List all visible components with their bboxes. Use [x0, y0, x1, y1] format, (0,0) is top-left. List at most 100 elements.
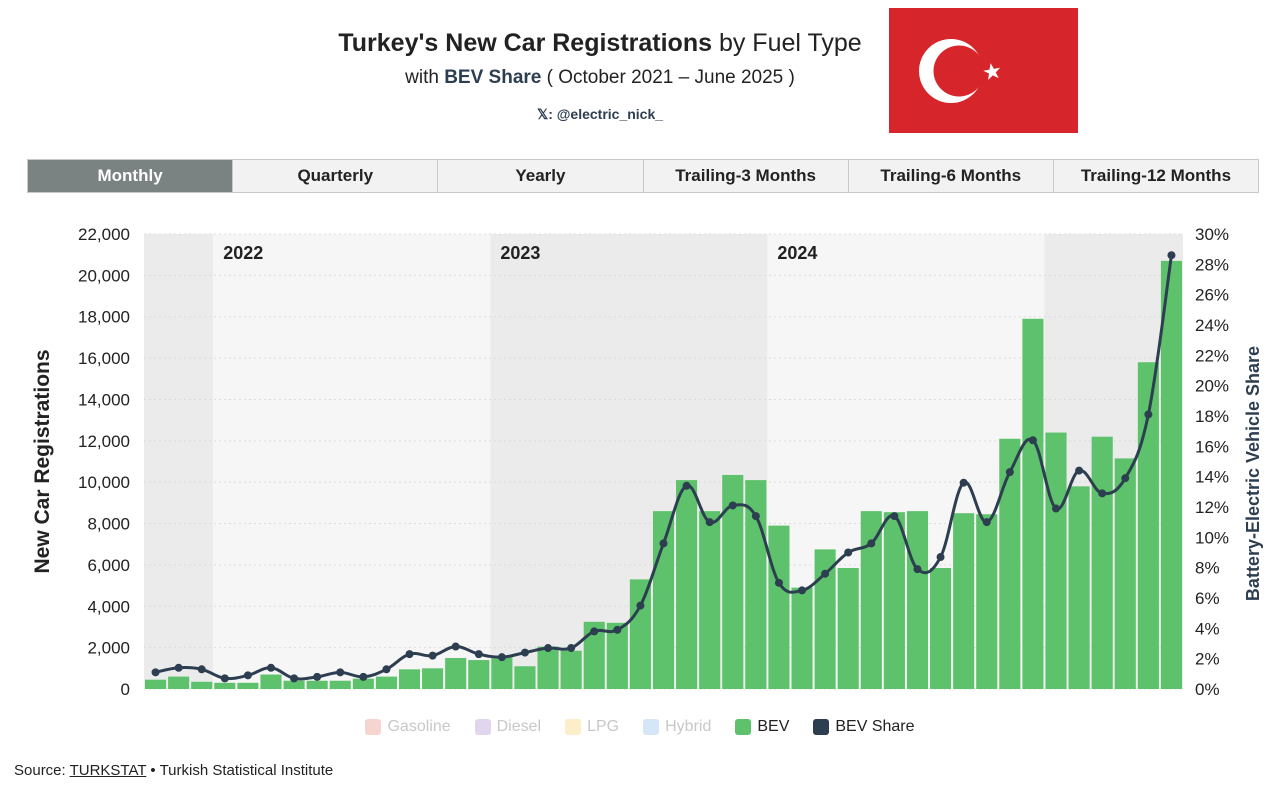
bev-share-point: [636, 601, 645, 610]
y-tick-label: 4,000: [87, 597, 130, 616]
bar-bev: [583, 621, 605, 689]
bev-share-point: [1028, 436, 1037, 445]
bar-bev: [560, 650, 582, 689]
legend-swatch: [813, 719, 830, 735]
y2-tick-label: 26%: [1195, 286, 1229, 305]
bar-bev: [375, 676, 397, 689]
chart-subtitle: with BEV Share ( October 2021 – June 202…: [200, 64, 1000, 92]
bar-bev: [491, 656, 513, 689]
bev-share-point: [1052, 504, 1061, 513]
x-logo-icon: 𝕏: [536, 106, 549, 122]
legend-swatch: [643, 719, 660, 735]
y-tick-label: 14,000: [78, 390, 130, 409]
bar-bev: [606, 622, 628, 689]
bev-share-point: [959, 478, 968, 487]
legend-item-lpg[interactable]: LPG: [565, 718, 619, 736]
legend-item-diesel[interactable]: Diesel: [474, 718, 542, 736]
year-band: [767, 234, 1045, 689]
bev-share-point: [220, 674, 229, 683]
bar-bev: [814, 549, 836, 689]
year-label: 2024: [777, 243, 817, 263]
chart-area: 2022 2023 2024 0 2,000 4,000 6,000 8,000 10,000 1…: [31, 225, 1263, 699]
y-tick-label: 0: [121, 680, 130, 699]
bev-share-point: [1167, 251, 1176, 260]
y-tick-label: 6,000: [87, 556, 130, 575]
chart-title: Turkey's New Car Registrations by Fuel T…: [200, 26, 1000, 60]
y-tick-label: 20,000: [78, 266, 130, 285]
bar-bev: [1068, 486, 1090, 689]
author-handle[interactable]: 𝕏: @electric_nick_: [200, 106, 1000, 123]
bev-share-point: [982, 518, 991, 527]
bar-bev: [214, 682, 236, 689]
y-tick-label: 22,000: [78, 225, 130, 244]
bev-share-point: [451, 642, 460, 651]
bev-share-point: [336, 668, 345, 677]
year-label: 2023: [500, 243, 540, 263]
bev-share-point: [290, 674, 299, 683]
legend-label: Hybrid: [665, 718, 712, 735]
bar-bev: [676, 480, 698, 689]
bar-bev: [1045, 432, 1067, 689]
y2-tick-label: 22%: [1195, 346, 1229, 365]
bev-share-point: [359, 672, 368, 681]
legend-swatch: [735, 719, 752, 735]
bev-share-point: [1121, 474, 1130, 483]
legend-item-hybrid[interactable]: Hybrid: [643, 718, 711, 736]
bar-bev: [837, 568, 859, 689]
bev-share-point: [1144, 410, 1153, 419]
legend-item-gasoline[interactable]: Gasoline: [365, 718, 451, 736]
bar-bev: [745, 480, 767, 689]
title-block: Turkey's New Car Registrations by Fuel T…: [200, 26, 1000, 123]
bar-bev: [422, 668, 444, 689]
bar-bev: [1114, 458, 1136, 689]
tab-quarterly[interactable]: Quarterly: [233, 160, 439, 192]
y-tick-label: 18,000: [78, 308, 130, 327]
subtitle-rest: ( October 2021 – June 2025 ): [541, 67, 795, 88]
legend-item-bev-share[interactable]: BEV Share: [813, 718, 915, 736]
bev-share-point: [913, 565, 922, 574]
bev-share-point: [497, 653, 506, 662]
bar-bev: [352, 678, 374, 689]
bev-share-point: [705, 518, 714, 527]
y2-tick-label: 10%: [1195, 528, 1229, 547]
bar-bev: [953, 513, 975, 689]
bev-share-point: [382, 665, 391, 674]
flag-emblem-icon: [919, 39, 1001, 103]
source-link[interactable]: TURKSTAT: [69, 762, 147, 779]
bev-share-point: [520, 648, 529, 657]
bar-bev: [168, 676, 190, 689]
legend: Gasoline Diesel LPG Hybrid BEV BEV Share: [0, 718, 1280, 736]
title-rest: by Fuel Type: [712, 29, 862, 57]
legend-swatch: [474, 719, 491, 735]
legend-label: Diesel: [496, 718, 542, 735]
y2-tick-label: 8%: [1195, 559, 1220, 578]
bev-share-point: [567, 644, 576, 653]
bar-bev: [860, 511, 882, 689]
bev-share-point: [659, 539, 668, 548]
tab-trailing-12-months[interactable]: Trailing-12 Months: [1053, 160, 1259, 192]
bev-share-point: [428, 651, 437, 660]
bar-bev: [906, 511, 929, 689]
y-tick-label: 10,000: [78, 473, 130, 492]
year-band: [490, 234, 768, 689]
bev-share-point: [1005, 468, 1014, 477]
bar-bev: [237, 682, 259, 689]
bar-bev: [468, 660, 490, 689]
bev-share-point: [243, 671, 252, 680]
source-prefix: Source:: [14, 762, 70, 779]
y-tick-label: 12,000: [78, 432, 130, 451]
tab-monthly[interactable]: Monthly: [28, 160, 234, 192]
handle-text: : @electric_nick_: [548, 106, 664, 122]
year-band: [1044, 234, 1183, 689]
bar-bev: [1160, 260, 1182, 689]
tab-yearly[interactable]: Yearly: [438, 160, 644, 192]
tab-trailing-6-months[interactable]: Trailing-6 Months: [848, 160, 1054, 192]
bev-share-line: [155, 255, 1173, 681]
legend-item-bev[interactable]: BEV: [735, 718, 789, 736]
bev-share-point: [890, 512, 899, 521]
bev-share-point: [844, 548, 853, 557]
tab-trailing-3-months[interactable]: Trailing-3 Months: [643, 160, 849, 192]
bar-bev: [398, 669, 421, 689]
legend-swatch: [365, 719, 382, 735]
bev-share-point: [751, 512, 760, 521]
